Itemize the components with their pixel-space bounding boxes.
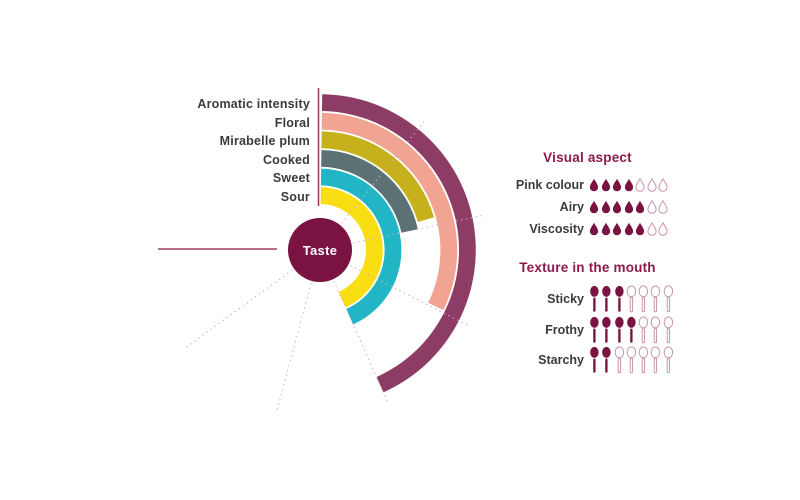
spoon-icon — [638, 285, 649, 313]
ring-label-column: Aromatic intensity Floral Mirabelle plum Co… — [120, 95, 310, 207]
rating-label: Airy — [559, 200, 584, 214]
droplet-icon — [658, 222, 668, 236]
chart-arc — [321, 131, 435, 222]
rating-label: Pink colour — [515, 178, 584, 192]
spoon-icon — [638, 316, 649, 343]
texture-heading: Texture in the mouth — [519, 260, 656, 275]
droplet-icon — [646, 200, 657, 214]
droplet-icon — [635, 200, 645, 214]
droplet-icon — [658, 200, 668, 214]
center-circle — [288, 218, 352, 282]
ring-label: Sour — [280, 189, 310, 204]
ring-label: Cooked — [262, 152, 310, 167]
rating-row: Frothy — [500, 315, 675, 346]
droplet-icon — [635, 222, 645, 236]
spoon-icon — [602, 316, 611, 343]
spoon-icon — [614, 286, 624, 312]
visual-aspect-heading: Visual aspect — [543, 150, 632, 165]
droplet-icon — [612, 222, 622, 236]
rating-icons — [589, 285, 675, 313]
chart-arc — [321, 150, 418, 233]
droplet-icon — [612, 200, 622, 214]
droplet-icon — [601, 222, 610, 236]
rating-label: Frothy — [545, 322, 584, 337]
spoon-icon — [614, 316, 624, 343]
rating-icons — [589, 200, 675, 214]
spoon-icon — [638, 346, 649, 374]
chart-arc — [321, 112, 458, 311]
spoon-icon — [590, 286, 599, 312]
visual-aspect-panel: Visual aspect Pink colour Airy Viscosity — [500, 150, 675, 240]
spoon-icon — [590, 347, 599, 373]
spoon-icon — [614, 346, 624, 374]
droplet-icon — [658, 178, 668, 192]
droplet-icon — [635, 178, 645, 192]
chart-arc — [320, 187, 383, 308]
droplet-icon — [612, 178, 622, 192]
spoon-icon — [626, 346, 636, 374]
texture-panel: Texture in the mouth Sticky Frothy Starc… — [500, 260, 675, 376]
chart-arc — [320, 168, 402, 325]
spoon-icon — [651, 346, 661, 374]
spoon-icon — [651, 285, 661, 313]
spoon-icon — [663, 346, 673, 374]
rating-row: Airy — [500, 196, 675, 218]
ring-label: Sweet — [272, 171, 310, 186]
spoon-icon — [663, 285, 673, 313]
ring-label: Floral — [274, 115, 310, 130]
spoon-icon — [602, 286, 611, 312]
droplet-icon — [589, 222, 599, 236]
gridline — [276, 282, 312, 413]
droplet-icon — [589, 200, 599, 214]
rating-label: Viscosity — [529, 222, 584, 236]
rating-label: Starchy — [538, 353, 584, 368]
spoon-icon — [590, 316, 599, 343]
rating-icons — [589, 222, 675, 236]
droplet-icon — [646, 178, 657, 192]
rating-label: Sticky — [547, 292, 584, 307]
visual-aspect-rows: Pink colour Airy Viscosity — [500, 174, 675, 240]
rating-icons — [589, 316, 675, 344]
gridline — [183, 269, 293, 350]
chart-center-label: Taste — [302, 242, 338, 258]
droplet-icon — [601, 200, 610, 214]
spoon-icon — [602, 347, 611, 373]
rating-icons — [589, 346, 675, 374]
spoon-icon — [651, 316, 661, 343]
spoon-icon — [663, 316, 673, 343]
spoon-icon — [626, 285, 636, 313]
droplet-icon — [646, 222, 657, 236]
rating-row: Sticky — [500, 284, 675, 315]
droplet-icon — [601, 178, 610, 192]
chart-arc — [321, 94, 476, 393]
droplet-icon — [624, 178, 633, 192]
rating-icons — [589, 178, 675, 192]
texture-rows: Sticky Frothy Starchy — [500, 284, 675, 376]
ring-label: Mirabelle plum — [219, 134, 310, 149]
droplet-icon — [589, 178, 599, 192]
rating-row: Viscosity — [500, 218, 675, 240]
droplet-icon — [624, 222, 633, 236]
rating-row: Pink colour — [500, 174, 675, 196]
ring-label: Aromatic intensity — [197, 97, 310, 111]
rating-row: Starchy — [500, 345, 675, 376]
droplet-icon — [624, 200, 633, 214]
spoon-icon — [627, 316, 636, 343]
